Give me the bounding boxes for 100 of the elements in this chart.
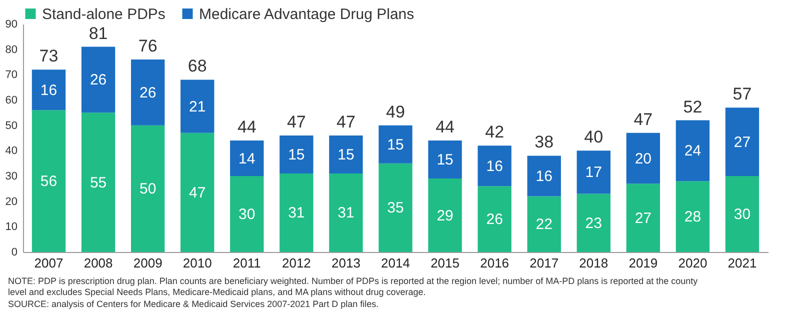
bar — [32, 70, 66, 110]
x-tick-label: 2012 — [282, 256, 311, 270]
data-label: 15 — [387, 136, 404, 154]
y-tick-label: 10 — [5, 221, 18, 234]
total-label: 47 — [286, 112, 306, 132]
data-label: 15 — [436, 152, 454, 169]
data-label: 26 — [90, 72, 107, 89]
y-tick-label: 20 — [5, 196, 18, 208]
total-label: 81 — [88, 24, 108, 43]
total-label: 68 — [188, 56, 207, 76]
total-label: 44 — [237, 118, 256, 137]
data-label: 23 — [585, 214, 602, 232]
data-label: 22 — [536, 216, 552, 234]
data-label: 29 — [436, 207, 454, 224]
total-label: 44 — [436, 118, 454, 137]
data-label: 21 — [189, 98, 206, 116]
bar — [527, 156, 561, 196]
bar — [626, 184, 660, 252]
y-tick-label: 60 — [5, 94, 18, 106]
data-label: 16 — [486, 158, 503, 175]
total-label: 47 — [336, 112, 356, 132]
data-label: 20 — [634, 150, 652, 168]
x-tick-label: 2015 — [430, 256, 460, 270]
data-label: 50 — [139, 180, 156, 198]
data-label: 16 — [536, 168, 552, 185]
data-label: 28 — [684, 208, 702, 226]
bar — [527, 196, 561, 252]
bar — [329, 135, 363, 174]
x-tick-label: 2017 — [530, 256, 559, 270]
bar — [329, 173, 363, 252]
bar — [32, 110, 66, 252]
data-label: 56 — [40, 173, 58, 190]
data-label: 31 — [338, 204, 354, 222]
y-tick-label: 30 — [5, 170, 18, 182]
source-note: SOURCE: analysis of Centers for Medicare & Medicaid Services 2007-2021 Part D plan files. — [8, 298, 380, 310]
x-tick-label: 2021 — [728, 256, 757, 270]
total-label: 38 — [534, 132, 554, 152]
data-label: 26 — [139, 84, 156, 102]
x-tick-label: 2014 — [381, 256, 410, 270]
bar — [81, 112, 116, 252]
legend-label: Medicare Advantage Drug Plans — [199, 6, 414, 23]
x-tick-label: 2007 — [34, 256, 64, 270]
data-label: 30 — [734, 206, 751, 223]
data-label: 15 — [288, 146, 305, 164]
bar — [626, 132, 660, 184]
y-tick-label: 90 — [5, 18, 18, 30]
data-label: 35 — [387, 200, 404, 217]
bar — [478, 146, 512, 186]
total-label: 73 — [39, 46, 58, 66]
bar — [428, 178, 462, 252]
bar — [725, 108, 760, 176]
data-label: 27 — [734, 134, 751, 151]
bar — [130, 59, 165, 126]
bar — [676, 120, 710, 182]
bar — [180, 132, 214, 252]
x-tick-label: 2008 — [84, 256, 113, 270]
data-label: 17 — [585, 164, 602, 182]
text: NOTE: PDP is prescription drug plan. Plan counts are beneficiary weighted. Number of PDPs is reported at the region level; number of MA-PD plans is reported at the county level and excludes Special Needs Plans, Medicare-Medicaid plans, and MA plans without drug coverage. — [8, 276, 699, 298]
data-label: 27 — [634, 210, 652, 227]
bar — [378, 163, 412, 252]
bar — [130, 125, 165, 252]
y-tick-label: 0 — [11, 246, 18, 258]
y-tick-label: 70 — [5, 69, 18, 82]
x-tick-label: 2009 — [133, 256, 162, 270]
data-label: 30 — [238, 206, 256, 223]
data-label: 47 — [189, 184, 206, 202]
x-tick-label: 2016 — [480, 256, 510, 270]
y-tick-label: 40 — [5, 145, 18, 158]
bar — [230, 176, 264, 252]
bar — [478, 186, 512, 252]
total-label: 57 — [732, 84, 752, 104]
x-tick-label: 2018 — [579, 256, 608, 270]
bar — [180, 80, 214, 133]
bar — [576, 150, 610, 194]
total-label: 76 — [138, 36, 158, 56]
bar — [428, 140, 462, 179]
y-tick-label: 80 — [5, 44, 18, 56]
bar — [280, 135, 314, 174]
bar — [280, 173, 314, 252]
total-label: 47 — [634, 110, 653, 129]
x-tick-label: 2013 — [332, 256, 360, 270]
data-label: 31 — [288, 204, 305, 222]
total-label: 42 — [485, 122, 504, 142]
bar — [230, 140, 264, 176]
x-tick-label: 2010 — [182, 256, 212, 270]
data-label: 26 — [486, 211, 503, 228]
x-tick-label: 2011 — [232, 256, 261, 270]
data-label: 55 — [90, 174, 107, 192]
data-label: 14 — [238, 150, 256, 168]
legend-label: Stand-alone PDPs — [42, 6, 166, 23]
bar — [81, 46, 116, 113]
data-label: 16 — [40, 82, 58, 99]
x-tick-label: 2019 — [628, 256, 658, 270]
x-tick-label: 2020 — [678, 256, 708, 270]
data-label: 15 — [338, 146, 354, 164]
data-label: 24 — [684, 142, 702, 160]
bar — [725, 176, 760, 252]
bar — [676, 181, 710, 252]
total-label: 49 — [386, 102, 405, 122]
total-label: 52 — [683, 97, 702, 116]
